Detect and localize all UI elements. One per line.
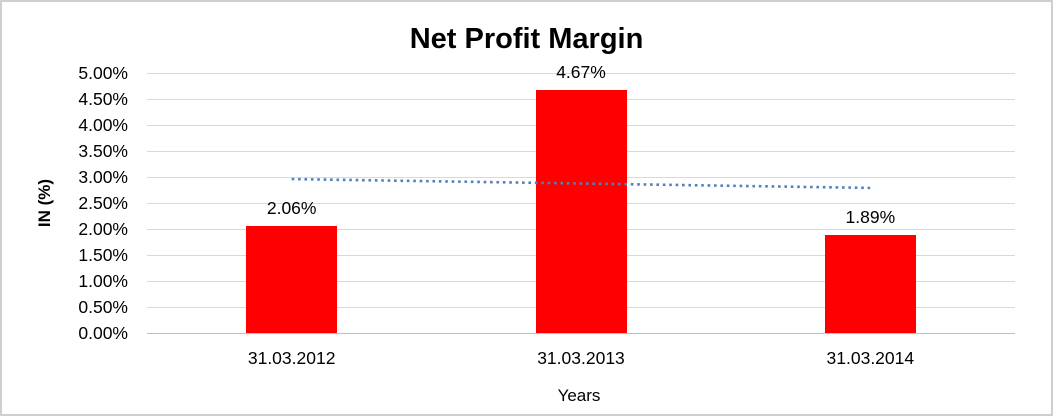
y-axis-tick-label: 3.50% — [78, 141, 128, 161]
y-axis-tick-label: 4.00% — [78, 115, 128, 135]
y-axis-tick-label: 1.00% — [78, 271, 128, 291]
bar-value-label: 4.67% — [556, 62, 606, 83]
x-axis-title: Years — [557, 386, 601, 405]
y-axis-tick-label: 4.50% — [78, 89, 128, 109]
x-axis-tick-label: 31.03.2014 — [826, 348, 915, 368]
chart-title: Net Profit Margin — [409, 23, 644, 55]
y-axis-tick-label: 1.50% — [78, 245, 128, 265]
y-axis-tick-label: 0.50% — [78, 297, 128, 317]
bar-31.03.2014 — [824, 234, 916, 333]
y-axis-tick-label: 5.00% — [78, 63, 128, 83]
y-axis-tick-label: 3.00% — [78, 167, 128, 187]
gridline — [147, 332, 1015, 334]
y-axis-tick-label: 0.00% — [78, 323, 128, 343]
bar-value-label: 1.89% — [845, 206, 896, 227]
gridline — [147, 72, 1015, 74]
bar-31.03.2012 — [246, 225, 338, 333]
y-axis-tick-label: 2.50% — [78, 193, 128, 213]
y-axis-tick-label: 2.00% — [78, 219, 128, 239]
bar-31.03.2013 — [535, 90, 627, 333]
bar-value-label: 2.06% — [266, 197, 317, 218]
x-axis-tick-label: 31.03.2013 — [537, 348, 625, 368]
x-axis-tick-label: 31.03.2012 — [247, 348, 336, 368]
